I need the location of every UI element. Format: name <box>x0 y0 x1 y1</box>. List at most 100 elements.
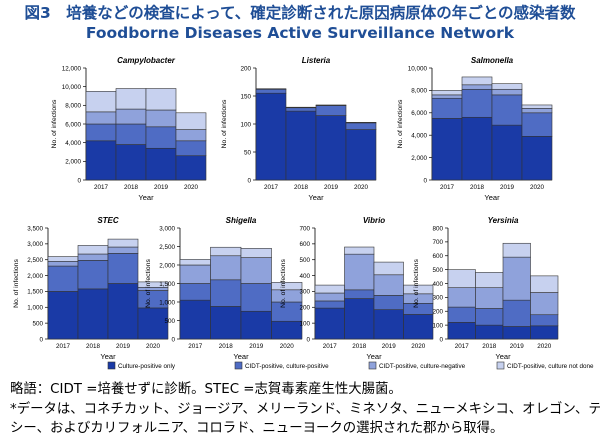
legend-label-cidt-positive-culture-negative: CIDT-positive, culture-negative <box>379 363 466 370</box>
legend-label-cidt-positive-culture-not-done: CIDT-positive, culture not done <box>507 363 594 370</box>
x-tick-label-yersinia: 2017 <box>455 343 470 350</box>
x-tick-label-stec: 2019 <box>116 343 131 350</box>
x-tick-label-shigella: 2018 <box>219 343 234 350</box>
x-tick-label-stec: 2017 <box>56 343 71 350</box>
bar-segment-vibrio-2018-cidt-positive-culture-negative <box>344 253 375 291</box>
bar-segment-listeria-2018-cidt-positive-culture-negative <box>285 106 317 109</box>
bar-segment-salmonella-2018-cidt-positive-culture-negative <box>461 84 493 90</box>
bar-segment-campylobacter-2017-cidt-positive-culture-not-done <box>85 91 117 113</box>
bar-segment-stec-2020-cidt-positive-culture-not-done <box>137 281 169 288</box>
chart-title-yersinia: Yersinia <box>488 216 519 225</box>
bar-segment-listeria-2019-culture-positive-only <box>315 115 347 181</box>
legend-swatch-culture-positive-only <box>107 361 116 370</box>
bar-segment-listeria-2017-cidt-positive-culture-negative <box>255 88 287 90</box>
bar-segment-listeria-2020-cidt-positive-culture-negative <box>345 122 377 124</box>
bar-segment-campylobacter-2019-culture-positive-only <box>145 147 177 181</box>
bar-segment-yersinia-2017-cidt-positive-culture-not-done <box>447 269 476 288</box>
bar-segment-vibrio-2020-cidt-positive-culture-not-done <box>403 284 434 295</box>
x-axis-title-stec: Year <box>100 352 116 361</box>
x-tick-label-listeria: 2020 <box>354 184 369 191</box>
bar-segment-shigella-2019-cidt-positive-culture-negative <box>240 257 272 284</box>
bar-segment-campylobacter-2020-cidt-positive-culture-not-done <box>175 112 207 130</box>
y-tick-label-stec: 3,500 <box>27 225 43 232</box>
bar-segment-campylobacter-2020-cidt-positive-culture-negative <box>175 129 207 142</box>
y-axis-title-shigella: No. of infections <box>145 259 152 308</box>
legend-label-culture-positive-only: Culture-positive only <box>118 363 176 370</box>
y-tick-label-listeria: 0 <box>247 177 251 184</box>
x-tick-label-salmonella: 2020 <box>530 184 545 191</box>
x-axis-title-vibrio: Year <box>366 352 382 361</box>
bar-segment-shigella-2020-culture-positive-only <box>271 320 303 340</box>
x-tick-label-listeria: 2019 <box>324 184 339 191</box>
bar-segment-vibrio-2020-culture-positive-only <box>403 314 434 340</box>
bar-segment-yersinia-2017-culture-positive-only <box>447 322 476 340</box>
bar-segment-salmonella-2017-cidt-positive-culture-positive <box>431 97 463 119</box>
x-tick-label-listeria: 2017 <box>264 184 279 191</box>
bar-segment-salmonella-2020-cidt-positive-culture-not-done <box>521 104 553 109</box>
bar-segment-stec-2020-culture-positive-only <box>137 307 169 340</box>
x-axis-title-yersinia: Year <box>495 352 511 361</box>
bar-segment-salmonella-2019-cidt-positive-culture-positive <box>491 94 523 126</box>
y-tick-label-yersinia: 800 <box>432 225 443 232</box>
bar-segment-vibrio-2018-cidt-positive-culture-not-done <box>344 246 375 255</box>
y-tick-label-shigella: 3,000 <box>159 225 175 232</box>
x-tick-label-campylobacter: 2019 <box>154 184 169 191</box>
y-tick-label-vibrio: 400 <box>299 273 310 280</box>
bar-segment-shigella-2018-cidt-positive-culture-not-done <box>210 246 242 257</box>
y-tick-label-yersinia: 700 <box>432 239 443 246</box>
bar-segment-salmonella-2019-culture-positive-only <box>491 124 523 181</box>
figure-subtitle: Foodborne Diseases Active Surveillance N… <box>85 24 515 42</box>
bar-segment-stec-2018-cidt-positive-culture-negative <box>77 253 109 261</box>
y-tick-label-campylobacter: 0 <box>77 177 81 184</box>
y-tick-label-campylobacter: 2,000 <box>65 159 81 166</box>
y-tick-label-shigella: 0 <box>171 336 175 343</box>
x-tick-label-shigella: 2020 <box>280 343 295 350</box>
bar-segment-salmonella-2020-cidt-positive-culture-positive <box>521 112 553 137</box>
bar-segment-shigella-2017-culture-positive-only <box>179 299 211 340</box>
bar-segment-stec-2017-cidt-positive-culture-not-done <box>47 256 79 262</box>
bar-segment-yersinia-2019-cidt-positive-culture-not-done <box>502 242 531 258</box>
bar-segment-salmonella-2019-cidt-positive-culture-negative <box>491 88 523 96</box>
bar-segment-vibrio-2017-culture-positive-only <box>314 307 345 340</box>
bar-segment-stec-2018-culture-positive-only <box>77 288 109 340</box>
y-tick-label-shigella: 500 <box>164 318 175 325</box>
y-axis-title-listeria: No. of infections <box>221 99 228 148</box>
y-tick-label-yersinia: 200 <box>432 309 443 316</box>
bar-segment-yersinia-2018-cidt-positive-culture-not-done <box>475 272 504 288</box>
bar-segment-campylobacter-2020-culture-positive-only <box>175 155 207 181</box>
bar-segment-campylobacter-2017-cidt-positive-culture-negative <box>85 111 117 125</box>
bar-segment-vibrio-2017-cidt-positive-culture-negative <box>314 292 345 302</box>
y-tick-label-campylobacter: 8,000 <box>65 103 81 110</box>
bar-segment-vibrio-2017-cidt-positive-culture-positive <box>314 300 345 309</box>
x-axis-title-listeria: Year <box>308 193 324 202</box>
bar-segment-salmonella-2018-cidt-positive-culture-positive <box>461 88 493 118</box>
bar-segment-shigella-2018-cidt-positive-culture-negative <box>210 255 242 281</box>
y-tick-label-yersinia: 500 <box>432 267 443 274</box>
x-axis-title-campylobacter: Year <box>138 193 154 202</box>
y-tick-label-yersinia: 300 <box>432 295 443 302</box>
legend-swatch-cidt-positive-culture-not-done <box>496 361 505 370</box>
chart-title-salmonella: Salmonella <box>471 56 514 65</box>
bar-segment-listeria-2020-culture-positive-only <box>345 129 377 181</box>
bar-segment-listeria-2019-cidt-positive-culture-positive <box>315 105 347 116</box>
bar-segment-shigella-2017-cidt-positive-culture-positive <box>179 283 211 301</box>
y-tick-label-listeria: 50 <box>244 149 252 156</box>
y-axis-title-vibrio: No. of infections <box>280 259 287 308</box>
y-tick-label-yersinia: 600 <box>432 253 443 260</box>
y-tick-label-vibrio: 500 <box>299 257 310 264</box>
bar-segment-yersinia-2018-cidt-positive-culture-positive <box>475 308 504 326</box>
chart-title-listeria: Listeria <box>302 56 331 65</box>
bar-segment-campylobacter-2018-cidt-positive-culture-positive <box>115 123 147 145</box>
y-tick-label-stec: 1,000 <box>27 305 43 312</box>
x-tick-label-vibrio: 2020 <box>411 343 426 350</box>
bar-segment-stec-2019-cidt-positive-culture-not-done <box>107 238 139 248</box>
bar-segment-salmonella-2017-cidt-positive-culture-negative <box>431 94 463 99</box>
bar-segment-shigella-2019-cidt-positive-culture-not-done <box>240 248 272 258</box>
y-tick-label-campylobacter: 6,000 <box>65 121 81 128</box>
footer-abbreviations: 略語：CIDT =培養せずに診断。STEC =志賀毒素産生性大腸菌。 <box>10 382 402 397</box>
y-axis-title-stec: No. of infections <box>13 259 20 308</box>
bar-segment-listeria-2018-culture-positive-only <box>285 110 317 181</box>
x-axis-title-salmonella: Year <box>484 193 500 202</box>
bar-segment-vibrio-2019-culture-positive-only <box>373 309 404 340</box>
chart-title-vibrio: Vibrio <box>363 216 385 225</box>
